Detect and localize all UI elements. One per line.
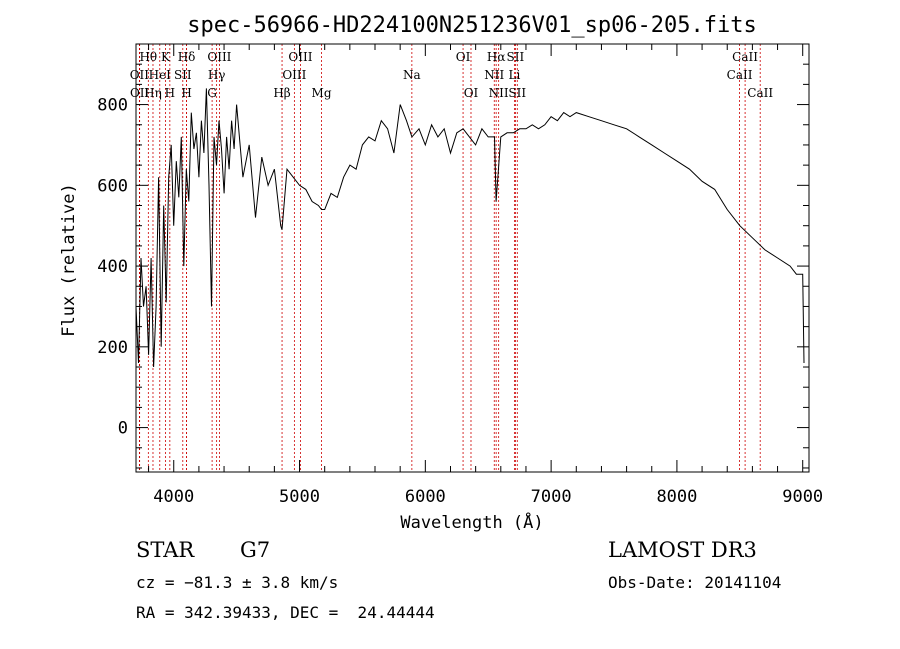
x-axis-ticks: 4000 5000 6000 7000 8000 9000 [148,44,823,507]
y-tick-label: 800 [97,96,128,116]
chart-title: spec-56966-HD224100N251236V01_sp06-205.f… [187,13,757,38]
spectral-line-label: OIII [282,68,306,82]
y-tick-label: 200 [97,338,128,358]
x-tick-label: 4000 [153,487,194,507]
spectral-line-label: OIII [288,50,312,64]
observation-date: Obs-Date: 20141104 [608,573,782,592]
spectral-line-label: SII [507,50,525,64]
y-axis-label: Flux (relative) [59,183,79,337]
spectral-line-label: H [181,86,191,100]
y-tick-label: 400 [97,257,128,277]
x-axis-label: Wavelength (Å) [400,511,543,533]
spectral-line-label: Li [508,68,520,82]
survey-name: LAMOST DR3 [608,538,757,562]
spectral-line-label: CaII [732,50,758,64]
spectral-line-label: NII [489,86,509,100]
y-axis-ticks: 0 200 400 600 800 [97,63,809,469]
spectral-line-label: OII [130,68,150,82]
spectral-line-label: Hδ [178,50,196,64]
plot-frame [135,43,810,473]
x-tick-label: 5000 [279,487,320,507]
x-tick-label: 7000 [531,487,572,507]
spectral-line-label: OI [456,50,471,64]
spectral-line-label: OI [464,86,479,100]
spectral-line-label: H [165,86,175,100]
spectrum-line [135,88,805,368]
object-class: STAR [136,538,195,562]
y-tick-label: 0 [118,419,128,439]
y-tick-label: 600 [97,176,128,196]
spectral-line-label: OIII [207,50,231,64]
spectral-line-label: CaII [727,68,753,82]
x-tick-label: 6000 [405,487,446,507]
spectral-line-label: NII [484,68,504,82]
redshift-velocity: cz = −81.3 ± 3.8 km/s [136,573,339,592]
spectral-line-label: SII [174,68,192,82]
spectral-line-label: Hθ [139,50,157,64]
spectral-line-label: Hα [487,50,506,64]
spectral-line-label: Mg [312,86,332,100]
x-tick-label: 8000 [656,487,697,507]
coordinates: RA = 342.39433, DEC = 24.44444 [136,603,435,622]
x-tick-label: 9000 [782,487,823,507]
spectral-line-label: OII [130,86,150,100]
spectral-line-label: K [161,50,171,64]
spectral-line-label: Hη [144,86,162,100]
spectral-line-markers [138,44,761,472]
spectral-line-label: Hγ [208,68,226,82]
object-subclass: G7 [240,538,271,562]
spectral-line-label: SII [508,86,526,100]
spectral-line-label: CaII [747,86,773,100]
spectral-line-label: G [207,86,217,100]
spectral-line-label: Na [403,68,421,82]
spectral-line-label: Hβ [273,86,290,100]
spectral-line-label: HeI [149,68,172,82]
